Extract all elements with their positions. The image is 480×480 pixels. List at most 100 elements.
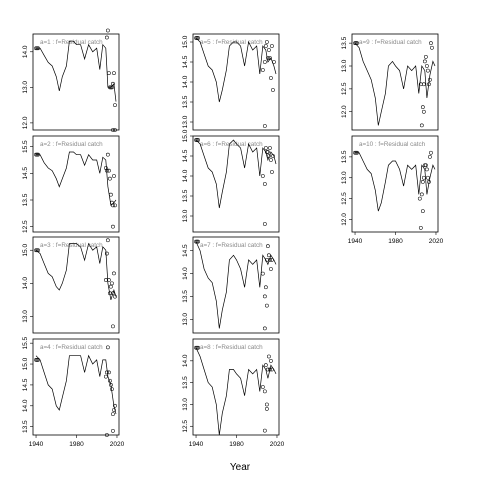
data-point <box>353 41 357 46</box>
y-tick-label: 14.0 <box>182 267 189 280</box>
data-point <box>264 406 269 411</box>
x-tick-label: 1940 <box>189 441 204 448</box>
data-point <box>430 45 434 50</box>
data-point <box>424 167 429 172</box>
panel-frame <box>32 338 120 436</box>
data-point <box>262 294 267 299</box>
data-point <box>111 81 115 86</box>
panel-label: a=1 : f=Residual catch <box>40 39 103 46</box>
y-tick-label: 15.5 <box>22 336 29 349</box>
series-line <box>195 139 277 209</box>
series-line <box>35 242 117 301</box>
y-tick-label: 14.5 <box>22 167 29 180</box>
y-tick-label: 13.5 <box>22 193 29 206</box>
y-tick-label: 13.5 <box>22 420 29 433</box>
data-point <box>269 76 273 80</box>
y-tick-label: 13.0 <box>182 313 189 326</box>
y-tick-label: 14.0 <box>182 75 189 88</box>
data-point <box>196 138 200 142</box>
data-point <box>267 48 271 52</box>
data-point <box>36 248 40 253</box>
y-tick-label: 14.0 <box>182 354 189 367</box>
data-point <box>264 402 269 407</box>
data-point <box>110 281 114 286</box>
data-point <box>264 303 269 308</box>
panel-label: a=3 : f=Residual catch <box>40 242 103 249</box>
data-point <box>35 357 39 362</box>
data-point <box>262 60 267 64</box>
data-point <box>196 239 200 244</box>
y-tick-label: 14.5 <box>182 149 189 162</box>
data-point <box>262 222 267 226</box>
y-tick-label: 14.5 <box>182 244 189 257</box>
data-point <box>36 357 40 362</box>
data-point <box>35 152 39 157</box>
panel-label: a=4 : f=Residual catch <box>40 344 103 351</box>
data-point <box>112 71 116 75</box>
panel-4: 13.5 14.0 14.5 15.0 15.5 1940 1980 2020 a=4 : f=… <box>22 336 125 448</box>
series-line <box>195 37 277 103</box>
data-point <box>196 36 200 40</box>
data-point <box>263 44 268 48</box>
data-point <box>428 77 432 82</box>
panel-7: 13.0 13.5 14.0 14.5 a=7 : f=Residual catch <box>182 236 280 334</box>
data-point <box>422 163 427 168</box>
panel-frame <box>351 33 439 131</box>
panel-2: 12.5 13.5 14.5 15.5 a=2 : f=Residual catch <box>22 135 120 233</box>
y-tick-label: 12.5 <box>341 192 348 205</box>
x-tick-label: 1980 <box>69 441 84 448</box>
data-point <box>36 152 40 157</box>
panel-label: a=5 : f=Residual catch <box>200 39 263 46</box>
data-point <box>427 82 431 87</box>
y-tick-label: 14.0 <box>22 277 29 290</box>
panel-frame <box>351 135 439 233</box>
y-tick-label: 14.0 <box>22 399 29 412</box>
data-point <box>265 56 270 60</box>
series-line <box>195 241 277 329</box>
x-tick-label: 1940 <box>29 441 44 448</box>
data-point <box>424 64 429 68</box>
data-point <box>107 278 111 282</box>
y-tick-label: 14.0 <box>182 169 189 182</box>
data-point <box>34 46 38 51</box>
panel-frame <box>32 135 120 233</box>
data-point <box>355 41 359 46</box>
data-point <box>36 46 40 51</box>
panel-label: a=8 : f=Residual catch <box>200 344 263 351</box>
panels-group: 12.0 13.0 14.0 a=1 : f=Residual catch 12.5 13… <box>22 28 444 448</box>
data-point <box>112 271 116 276</box>
data-point <box>270 367 274 372</box>
data-point <box>268 56 272 60</box>
y-tick-label: 13.0 <box>182 115 189 128</box>
data-point <box>195 138 199 142</box>
y-tick-label: 12.0 <box>22 116 29 129</box>
data-point <box>427 180 431 184</box>
data-point <box>354 41 358 46</box>
data-point <box>421 109 426 114</box>
y-tick-label: 15.0 <box>22 244 29 257</box>
data-point <box>423 163 428 168</box>
data-point <box>260 174 265 178</box>
y-tick-label: 13.0 <box>182 209 189 222</box>
data-point <box>34 152 38 157</box>
y-tick-label: 13.5 <box>182 290 189 303</box>
data-point <box>423 54 428 59</box>
data-point <box>109 284 113 289</box>
data-point <box>108 85 112 90</box>
panel-frame <box>192 236 280 334</box>
series-line <box>195 347 277 435</box>
data-point <box>104 251 109 256</box>
panel-9: 12.0 12.5 13.0 13.5 a=9 : f=Residual catch <box>341 33 439 131</box>
data-point <box>109 383 113 387</box>
panel-3: 13.0 14.0 15.0 a=3 : f=Residual catch <box>22 236 120 334</box>
data-point <box>272 60 276 64</box>
data-point <box>194 239 198 244</box>
data-point <box>419 192 424 197</box>
data-point <box>267 154 271 158</box>
series-line <box>354 42 436 126</box>
y-tick-label: 13.5 <box>341 150 348 163</box>
data-point <box>270 257 274 262</box>
data-point <box>105 238 110 243</box>
y-tick-label: 13.0 <box>182 398 189 411</box>
